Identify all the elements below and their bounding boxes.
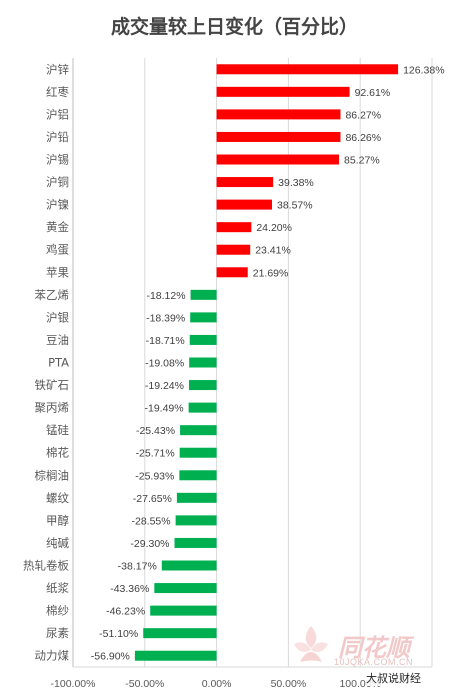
category-label: 铁矿石 — [35, 378, 70, 392]
category-label: 苹果 — [46, 265, 69, 279]
data-label: 39.38% — [278, 177, 314, 189]
x-axis-tick-labels: -100.00% -50.00% 0.00% 50.00% 100.00% — [51, 678, 381, 690]
bar — [190, 312, 217, 323]
data-label: -38.17% — [118, 561, 157, 573]
category-label: 沪银 — [46, 310, 69, 324]
x-tick-label: -100.00% — [51, 678, 96, 690]
bar — [216, 86, 350, 97]
bar — [216, 267, 248, 278]
category-label: 豆油 — [46, 333, 69, 347]
bar — [174, 537, 217, 548]
bars — [134, 64, 399, 661]
category-label: 沪锌 — [46, 62, 69, 76]
category-label: 沪铜 — [46, 175, 69, 189]
category-label: PTA — [48, 356, 69, 370]
category-label: 尿素 — [46, 626, 69, 640]
data-label: -18.71% — [146, 335, 185, 347]
category-label: 棕榈油 — [35, 468, 70, 482]
bar — [216, 222, 252, 233]
category-label: 锰硅 — [46, 423, 69, 437]
category-label: 沪铝 — [46, 107, 69, 121]
value-labels: 126.38% 92.61% 86.27% 86.26% 85.27% 39.38% 38.… — [91, 64, 445, 662]
bar — [216, 154, 340, 165]
bar — [188, 402, 217, 413]
data-label: 38.57% — [277, 200, 313, 212]
category-label: 沪锡 — [46, 153, 69, 167]
category-label: 鸡蛋 — [46, 243, 69, 257]
data-label: -28.55% — [131, 515, 170, 527]
category-label: 热轧卷板 — [23, 559, 69, 573]
x-tick-label: 0.00% — [202, 678, 232, 690]
gridlines — [72, 58, 433, 668]
data-label: 24.20% — [256, 222, 292, 234]
category-label: 纸浆 — [46, 581, 69, 595]
bar — [188, 380, 217, 391]
category-label: 螺纹 — [46, 491, 69, 505]
category-label: 棉花 — [46, 446, 69, 460]
bar — [179, 470, 217, 481]
bar — [154, 583, 217, 594]
category-label: 苯乙烯 — [35, 288, 70, 302]
data-label: -56.90% — [91, 651, 130, 663]
bar — [179, 447, 217, 458]
category-label: 黄金 — [46, 220, 69, 234]
data-label: 92.61% — [355, 87, 391, 99]
data-label: 86.26% — [345, 132, 381, 144]
data-label: -19.24% — [145, 380, 184, 392]
category-label: 棉纱 — [46, 604, 69, 618]
bar — [150, 605, 217, 616]
bar — [180, 425, 217, 436]
x-tick-label: 50.00% — [271, 678, 307, 690]
bar — [216, 177, 274, 188]
data-label: -43.36% — [110, 583, 149, 595]
bar — [190, 289, 217, 300]
watermark-subtext: 10JQKA.COM.CN — [334, 657, 414, 667]
data-label: -25.71% — [136, 448, 175, 460]
bar — [175, 515, 217, 526]
data-label: 21.69% — [253, 267, 289, 279]
x-tick-label: -50.00% — [125, 678, 164, 690]
category-label: 红枣 — [46, 85, 69, 99]
data-label: 126.38% — [403, 64, 444, 76]
data-label: -29.30% — [130, 538, 169, 550]
data-label: -19.49% — [145, 403, 184, 415]
watermark-brand: 同花顺 — [338, 634, 410, 662]
category-label: 甲醇 — [46, 513, 69, 527]
bar — [216, 131, 341, 142]
bar — [176, 492, 217, 503]
bar — [216, 109, 341, 120]
flower-logo-icon — [294, 626, 328, 662]
data-label: -19.08% — [145, 358, 184, 370]
category-label: 纯碱 — [46, 536, 69, 550]
data-label: 86.27% — [345, 109, 381, 121]
data-label: -18.12% — [146, 290, 185, 302]
data-label: 85.27% — [344, 155, 380, 167]
account-tag: 大叔说财经 — [366, 670, 421, 686]
bar — [143, 628, 217, 639]
data-label: -46.23% — [106, 606, 145, 618]
category-label: 沪铅 — [46, 130, 69, 144]
bar — [134, 650, 217, 661]
bar — [216, 244, 251, 255]
data-label: -25.43% — [136, 425, 175, 437]
category-label: 沪镍 — [46, 198, 69, 212]
chart-title: 成交量较上日变化（百分比） — [110, 16, 358, 38]
bar — [216, 199, 272, 210]
bar — [216, 64, 399, 75]
data-label: -51.10% — [99, 628, 138, 640]
data-label: -25.93% — [135, 470, 174, 482]
data-label: -27.65% — [133, 493, 172, 505]
bar — [189, 334, 217, 345]
bar — [161, 560, 217, 571]
data-label: -18.39% — [146, 312, 185, 324]
data-label: 23.41% — [255, 245, 291, 257]
bar — [189, 357, 217, 368]
category-label: 聚丙烯 — [35, 401, 70, 415]
category-label: 动力煤 — [35, 649, 70, 663]
